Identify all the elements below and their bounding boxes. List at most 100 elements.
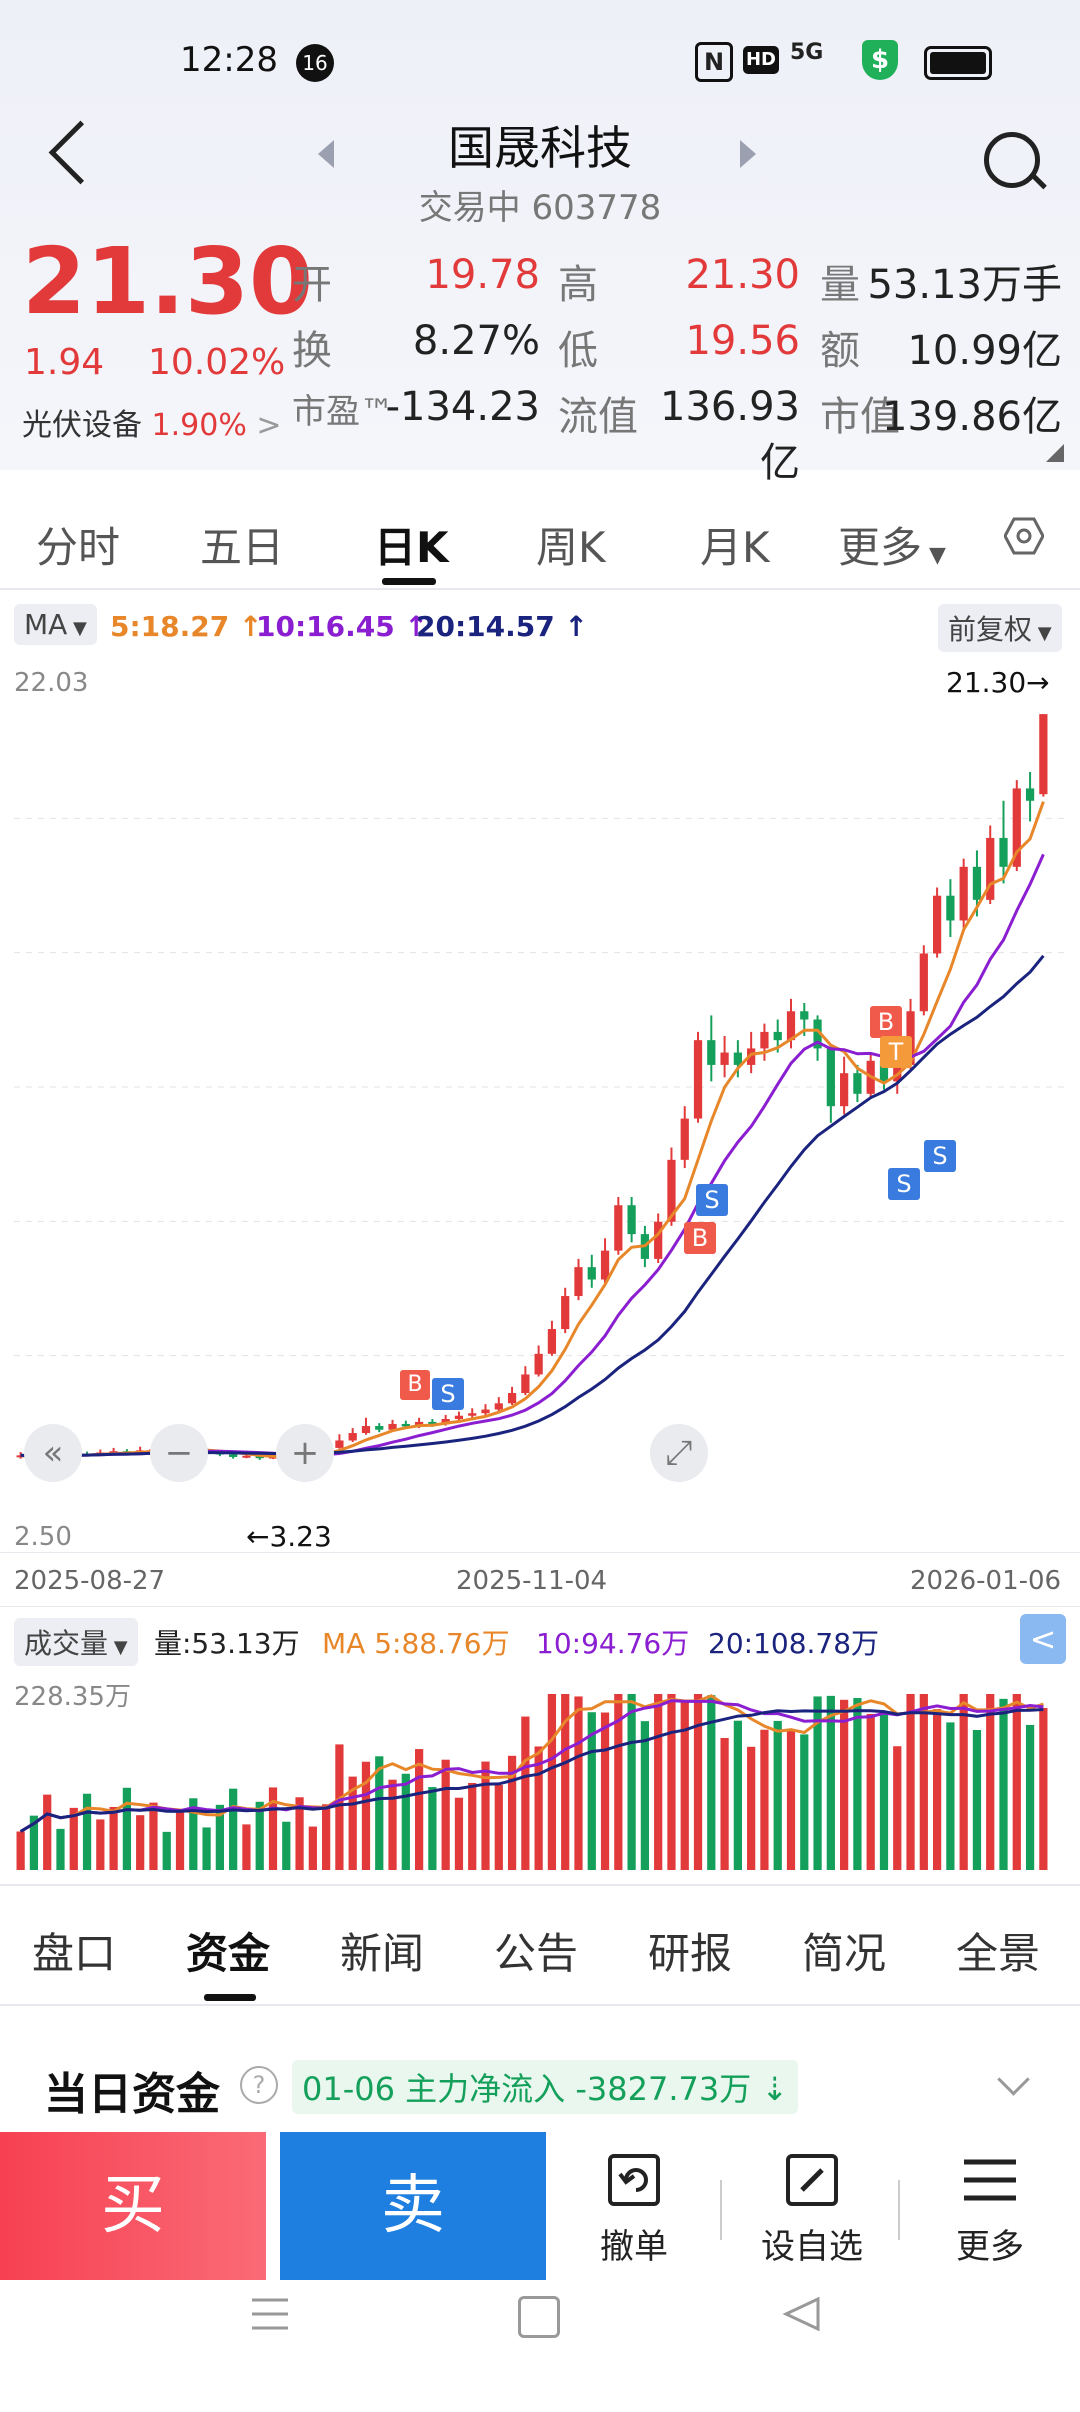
volume-bar <box>614 1694 623 1870</box>
candle <box>879 1060 889 1082</box>
next-stock-icon[interactable] <box>740 140 756 168</box>
tab-intraday[interactable]: 分时 <box>36 523 121 572</box>
chevron-down-icon[interactable] <box>997 2063 1030 2096</box>
kline-chart[interactable] <box>0 660 1080 1560</box>
candle <box>494 1403 503 1410</box>
volume-bar <box>468 1782 477 1870</box>
expand-corner-icon[interactable] <box>1046 444 1064 462</box>
volume-bar <box>1025 1724 1035 1870</box>
candle <box>534 1353 543 1375</box>
volume-bar <box>1012 1694 1021 1870</box>
amount-label: 额 <box>820 328 860 374</box>
tab-weekly-k[interactable]: 周K <box>536 523 606 572</box>
trade-marker[interactable]: S <box>924 1140 956 1172</box>
sell-label: 卖 <box>381 2169 445 2243</box>
zoom-in-icon[interactable]: + <box>276 1424 334 1482</box>
back-nav-icon[interactable] <box>782 2296 822 2332</box>
stock-status-code: 交易中 603778 <box>418 188 662 228</box>
search-icon[interactable] <box>984 132 1040 188</box>
volume-bar <box>959 1694 968 1870</box>
volume-today: 量:53.13万 <box>154 1627 300 1660</box>
pe-value: -134.23 <box>385 384 540 430</box>
date-end: 2026-01-06 <box>910 1566 1062 1596</box>
trade-marker[interactable]: B <box>684 1222 716 1254</box>
volume-bar <box>122 1787 132 1870</box>
candle <box>521 1374 530 1394</box>
trade-marker[interactable]: S <box>888 1168 920 1200</box>
tab-daily-k[interactable]: 日K <box>374 523 449 572</box>
candle <box>481 1409 490 1414</box>
tab-monthly-k[interactable]: 月K <box>700 523 770 572</box>
volume-bar <box>322 1804 331 1870</box>
market-cap-label: 市值 <box>820 394 900 440</box>
settings-hexagon-icon[interactable] <box>1003 516 1045 556</box>
divider <box>0 1552 1080 1553</box>
tab-panorama[interactable]: 全景 <box>956 1929 1041 1978</box>
volume-bar <box>441 1759 450 1870</box>
volume-bar <box>600 1712 610 1870</box>
volume-bar <box>56 1828 65 1870</box>
divider <box>898 2180 900 2240</box>
collapse-panel-icon[interactable]: < <box>1020 1614 1066 1664</box>
candle <box>853 1073 862 1094</box>
tab-orderbook[interactable]: 盘口 <box>32 1929 117 1978</box>
buy-button[interactable]: 买 <box>0 2132 266 2280</box>
zoom-out-icon[interactable]: − <box>150 1424 208 1482</box>
add-watchlist-button[interactable]: 设自选 <box>752 2150 872 2268</box>
sell-button[interactable]: 卖 <box>280 2132 546 2280</box>
candle <box>1039 714 1048 795</box>
candle <box>654 1221 663 1259</box>
volume-bar <box>348 1776 357 1870</box>
volume-bar <box>680 1701 689 1870</box>
candle <box>932 895 942 954</box>
market-cap-value: 139.86亿 <box>882 394 1062 440</box>
volume-ma20: 20:108.78万 <box>708 1627 880 1660</box>
low-label: 低 <box>558 328 598 374</box>
trade-marker[interactable]: T <box>880 1036 912 1068</box>
divider <box>0 1606 1080 1607</box>
period-low-marker: ←3.23 <box>246 1520 332 1553</box>
volume-bar <box>879 1711 889 1870</box>
volume-bar <box>428 1787 437 1870</box>
tab-profile[interactable]: 简况 <box>802 1929 887 1978</box>
candle <box>348 1433 357 1441</box>
trade-marker[interactable]: B <box>400 1370 430 1400</box>
candle <box>361 1426 371 1434</box>
volume-bar <box>720 1738 729 1870</box>
sector-link[interactable]: 光伏设备 1.90% > <box>22 400 282 444</box>
help-icon[interactable]: ? <box>240 2066 278 2104</box>
tab-more[interactable]: 更多 ▼ <box>838 514 946 575</box>
volume-bar <box>747 1746 756 1870</box>
scroll-left-icon[interactable]: « <box>24 1424 82 1482</box>
volume-bar <box>29 1815 39 1870</box>
tab-research[interactable]: 研报 <box>648 1929 733 1978</box>
trade-marker[interactable]: S <box>432 1378 464 1410</box>
volume-selector[interactable]: 成交量 ▼ <box>14 1618 138 1666</box>
top-panel <box>0 0 1080 470</box>
adjust-selector[interactable]: 前复权 ▼ <box>938 604 1062 652</box>
trade-marker[interactable]: S <box>696 1184 728 1216</box>
trade-marker[interactable]: B <box>870 1006 902 1038</box>
candle <box>242 1455 251 1458</box>
tab-five-day[interactable]: 五日 <box>200 523 285 572</box>
candle <box>229 1454 238 1457</box>
tab-announcement[interactable]: 公告 <box>494 1929 579 1978</box>
price-change-pct: 10.02% <box>148 342 286 383</box>
divider <box>0 1884 1080 1886</box>
ma-selector[interactable]: MA ▼ <box>14 604 97 645</box>
home-icon[interactable] <box>518 2296 560 2338</box>
volume-bar <box>361 1761 371 1870</box>
float-cap-value: 136.93亿 <box>660 384 800 486</box>
volume-chart[interactable] <box>0 1680 1080 1890</box>
volume-bar <box>335 1744 344 1870</box>
prev-stock-icon[interactable] <box>318 140 334 168</box>
recents-icon[interactable] <box>250 2296 290 2332</box>
tab-news[interactable]: 新闻 <box>340 1929 425 1978</box>
volume-bar <box>308 1826 317 1870</box>
fullscreen-icon[interactable]: ⤢ <box>650 1424 708 1482</box>
volume-bar <box>587 1712 596 1870</box>
tab-fund[interactable]: 资金 <box>186 1929 271 1978</box>
more-button[interactable]: 更多 <box>930 2150 1050 2268</box>
volume-bar <box>175 1812 185 1870</box>
cancel-order-button[interactable]: 撤单 <box>574 2150 694 2268</box>
